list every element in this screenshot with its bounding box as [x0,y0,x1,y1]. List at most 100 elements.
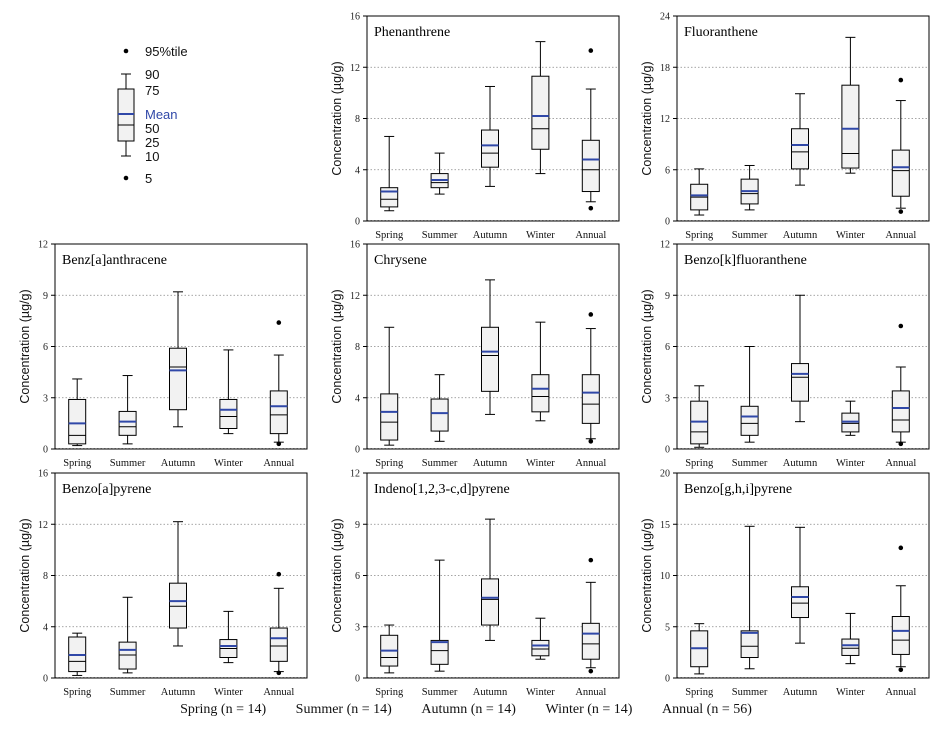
y-tick-label: 0 [355,217,360,228]
footer-autumn: Autumn (n = 14) [421,702,516,717]
y-tick-label: 9 [355,520,360,531]
panel-benzo-a-pyrene: 0 4 8 12 16 Concentration (µg/g) Benzo[a]pyren… [18,469,308,698]
x-category-label: Annual [575,687,606,698]
footer-annual: Annual (n = 56) [661,702,752,717]
y-tick-label: 3 [43,393,48,404]
panel-title: Benzo[k]fluoranthene [684,253,807,268]
x-category-label: Autumn [783,687,818,698]
iqr-box [581,139,600,193]
y-tick-label: 6 [665,165,670,176]
x-category-label: Autumn [783,230,818,241]
y-tick-label: 12 [38,520,48,531]
p95-point [898,323,904,329]
y-tick-label: 15 [660,520,670,531]
box-autumn [169,521,187,647]
x-category-label: Spring [375,230,404,241]
panel-chrysene: 0 4 8 12 16 Concentration (µg/g) Chrysene Sprin… [330,240,620,469]
y-tick-label: 12 [350,469,360,480]
x-category-label: Annual [263,458,294,469]
box-summer [430,152,449,195]
x-category-label: Spring [375,687,404,698]
y-axis-label: Concentration (µg/g) [330,289,344,403]
y-tick-label: 12 [350,63,360,74]
x-category-label: Summer [732,687,768,698]
p95-point [588,312,594,317]
p95-point [276,571,282,577]
iqr-box [791,586,809,619]
y-tick-label: 5 [665,622,670,633]
y-axis-label: Concentration (µg/g) [640,289,654,403]
key-mean-label: Mean [145,107,178,122]
x-category-label: Winter [836,458,865,469]
x-category-label: Spring [63,687,92,698]
y-tick-label: 16 [350,240,360,251]
p5-point [588,205,594,211]
box-annual [581,312,600,444]
key-p95-label: 95%tile [145,44,188,59]
y-axis-label: Concentration (µg/g) [640,518,654,632]
iqr-box [791,128,809,170]
panel-phenanthrene: 0 4 8 12 16 Concentration (µg/g) Phenanthrene S… [330,12,620,241]
y-tick-label: 0 [355,674,360,685]
key-p75-label: 75 [145,83,159,98]
y-tick-label: 20 [660,469,670,480]
iqr-box [481,326,499,392]
panel-benzo-k-fluoranthene: 0 3 6 9 12 Concentration (µg/g) Benzo[k]fluora… [640,240,930,469]
box-summer [118,596,137,674]
box-summer [430,374,449,442]
y-tick-label: 8 [43,571,48,582]
box-summer [118,375,137,445]
p95-point [898,77,904,83]
y-axis-label: Concentration (µg/g) [330,61,344,175]
box-spring [380,326,399,446]
iqr-box [430,639,449,665]
x-category-label: Winter [526,687,555,698]
box-autumn [481,518,499,641]
x-category-label: Summer [422,458,458,469]
x-category-label: Winter [526,230,555,241]
figure-canvas: 95%tile 90 75 Mean 50 25 10 5 0481216Con… [18,12,930,698]
x-category-label: Annual [575,458,606,469]
y-tick-label: 24 [660,12,670,23]
p5-point [276,670,282,676]
box-annual [891,77,910,214]
box-spring [690,623,709,675]
x-category-label: Spring [685,230,714,241]
y-axis-label: Concentration (µg/g) [18,289,32,403]
x-category-label: Autumn [783,458,818,469]
p5-point [898,441,904,447]
y-tick-label: 18 [660,63,670,74]
x-category-label: Annual [263,687,294,698]
iqr-box [118,641,137,670]
x-category-label: Summer [110,458,146,469]
y-tick-label: 0 [43,674,48,685]
key-p10-label: 10 [145,149,159,164]
footer-summer: Summer (n = 14) [295,702,392,717]
x-category-label: Winter [214,458,243,469]
x-category-label: Summer [110,687,146,698]
panel-benzo-g-h-i-pyrene: 0 5 10 15 20 Concentration (µg/g) Benzo[g,h,i]… [640,469,930,698]
box-autumn [169,291,187,428]
key-p90-label: 90 [145,67,159,82]
p95-point [588,557,594,563]
box-annual [891,323,910,447]
y-tick-label: 0 [665,217,670,228]
y-tick-label: 4 [355,393,360,404]
iqr-box [169,347,187,411]
p95-point [276,320,282,325]
y-tick-label: 8 [355,342,360,353]
y-tick-label: 4 [43,622,48,633]
p5-point [898,667,904,673]
x-category-label: Winter [836,230,865,241]
box-summer [740,525,759,670]
box-winter [219,610,238,664]
iqr-box [531,374,550,413]
iqr-box [891,149,910,197]
p5-point [588,668,594,674]
iqr-box [169,582,187,629]
x-category-label: Spring [63,458,92,469]
iqr-box [219,398,238,430]
iqr-box [740,630,759,658]
box-summer [430,559,449,672]
box-spring [690,168,709,216]
